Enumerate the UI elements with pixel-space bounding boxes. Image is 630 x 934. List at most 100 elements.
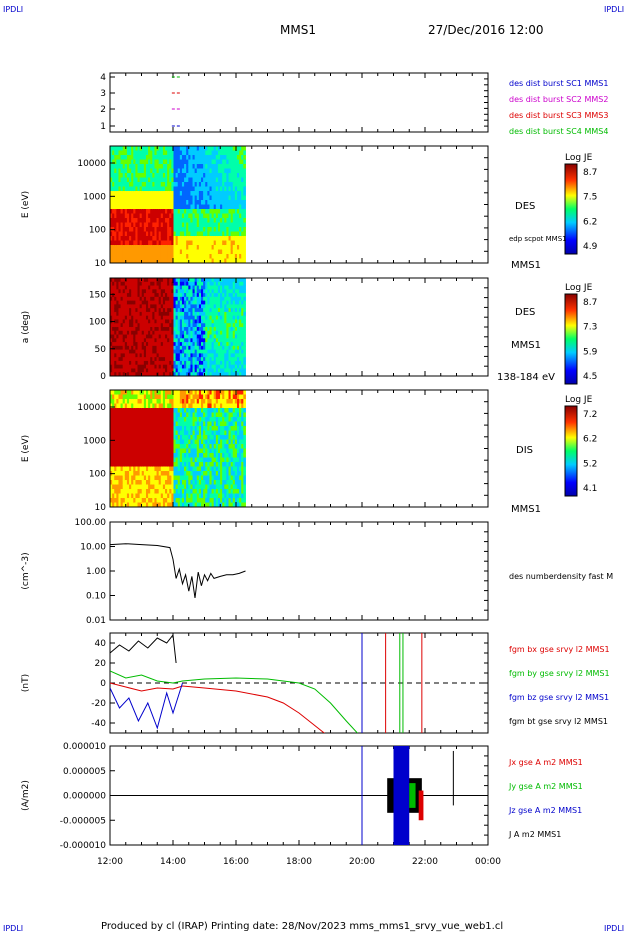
heatmap-cell — [232, 327, 236, 332]
heatmap-cell — [118, 300, 122, 305]
heatmap-cell — [215, 448, 219, 454]
heatmap-cell — [203, 403, 206, 409]
heatmap-cell — [129, 475, 132, 481]
heatmap-cell — [224, 177, 227, 183]
heatmap-cell — [137, 466, 141, 472]
heatmap-cell — [205, 293, 208, 298]
heatmap-cell — [145, 308, 149, 313]
heatmap-cell — [131, 502, 134, 508]
heatmap-cell — [220, 394, 223, 400]
heatmap-cell — [133, 334, 136, 339]
heatmap-cell — [124, 191, 128, 196]
heatmap-cell — [177, 457, 181, 463]
heatmap-cell — [201, 471, 204, 476]
heatmap-cell — [192, 403, 196, 409]
heatmap-cell — [148, 444, 151, 449]
heatmap-cell — [177, 448, 181, 454]
heatmap-cell — [177, 254, 181, 259]
heatmap-cell — [129, 399, 132, 404]
heatmap-cell — [241, 186, 244, 192]
heatmap-cell — [186, 308, 189, 313]
heatmap-cell — [207, 182, 210, 187]
heatmap-cell — [186, 209, 189, 214]
heatmap-cell — [133, 218, 136, 223]
heatmap-cell — [177, 323, 181, 328]
heatmap-cell — [165, 349, 168, 354]
heatmap-cell — [173, 278, 177, 283]
heatmap-cell — [114, 357, 117, 362]
heatmap-cell — [118, 498, 122, 503]
heatmap-cell — [192, 258, 196, 264]
heatmap-cell — [222, 227, 225, 232]
heatmap-cell — [165, 480, 168, 485]
heatmap-cell — [156, 293, 160, 298]
heatmap-cell — [207, 394, 210, 400]
heatmap-cell — [129, 200, 132, 205]
heatmap-cell — [173, 439, 177, 445]
heatmap-cell — [167, 462, 170, 467]
heatmap-cell — [213, 304, 217, 309]
heatmap-cell — [241, 308, 244, 313]
heatmap-cell — [122, 177, 126, 183]
heatmap-cell — [139, 457, 143, 463]
heatmap-cell — [120, 289, 124, 294]
heatmap-cell — [116, 249, 119, 255]
heatmap-cell — [169, 315, 172, 320]
heatmap-cell — [184, 357, 187, 362]
heatmap-cell — [234, 338, 238, 343]
heatmap-cell — [179, 349, 183, 354]
heatmap-cell — [154, 399, 158, 404]
heatmap-cell — [175, 278, 179, 283]
heatmap-cell — [145, 334, 149, 339]
heatmap-cell — [126, 218, 130, 223]
heatmap-cell — [179, 323, 183, 328]
heatmap-cell — [139, 258, 143, 264]
heatmap-cell — [175, 254, 179, 259]
heatmap-cell — [217, 399, 221, 404]
heatmap-cell — [114, 209, 117, 214]
heatmap-cell — [188, 200, 191, 205]
heatmap-cell — [184, 493, 187, 499]
heatmap-cell — [156, 213, 160, 219]
heatmap-cell — [160, 278, 164, 283]
heatmap-cell — [173, 408, 177, 413]
heatmap-cell — [213, 218, 217, 223]
heatmap-cell — [224, 300, 227, 305]
heatmap-cell — [135, 334, 139, 339]
heatmap-cell — [215, 489, 219, 494]
heatmap-cell — [179, 435, 183, 440]
heatmap-cell — [165, 296, 168, 302]
heatmap-cell — [220, 345, 223, 351]
panel-right-label: MMS1 — [511, 340, 541, 351]
heatmap-cell — [120, 146, 124, 151]
heatmap-cell — [137, 258, 141, 264]
heatmap-cell — [194, 245, 198, 250]
heatmap-cell — [196, 209, 200, 214]
heatmap-cell — [145, 173, 149, 178]
heatmap-cell — [241, 353, 244, 358]
heatmap-cell — [194, 353, 198, 358]
heatmap-cell — [201, 403, 204, 409]
heatmap-cell — [139, 360, 143, 366]
heatmap-cell — [177, 489, 181, 494]
heatmap-cell — [222, 191, 225, 196]
heatmap-cell — [194, 498, 198, 503]
heatmap-cell — [150, 327, 153, 332]
heatmap-cell — [217, 417, 221, 422]
colorbar-tick-label: 8.7 — [583, 168, 597, 178]
heatmap-cell — [154, 278, 158, 283]
heatmap-cell — [177, 480, 181, 485]
heatmap-cell — [213, 457, 217, 463]
heatmap-cell — [160, 300, 164, 305]
heatmap-cell — [179, 236, 183, 241]
heatmap-cell — [198, 308, 202, 313]
heatmap-cell — [217, 435, 221, 440]
heatmap-cell — [232, 227, 236, 232]
heatmap-cell — [239, 164, 242, 169]
heatmap-cell — [158, 372, 162, 377]
heatmap-cell — [220, 258, 223, 264]
heatmap-cell — [141, 484, 145, 490]
heatmap-cell — [198, 408, 202, 413]
heatmap-cell — [177, 498, 181, 503]
heatmap-cell — [162, 462, 166, 467]
